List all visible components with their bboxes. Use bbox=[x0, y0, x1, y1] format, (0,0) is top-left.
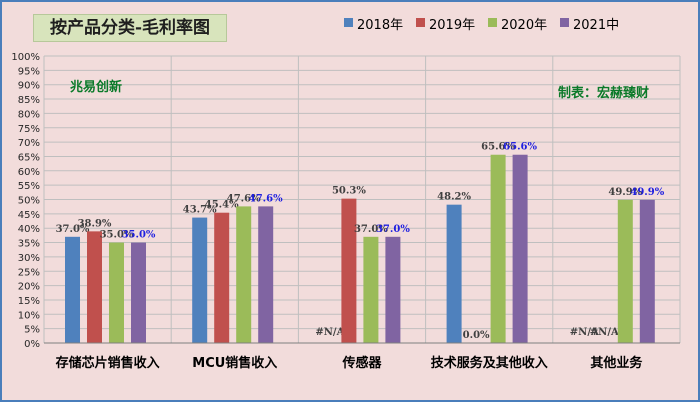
y-tick-label: 100% bbox=[11, 52, 40, 63]
bar bbox=[192, 217, 208, 343]
data-label: 50.3% bbox=[332, 186, 366, 197]
bar bbox=[446, 204, 462, 343]
x-tick-label: 其他业务 bbox=[590, 355, 643, 371]
bar bbox=[87, 231, 102, 343]
bar bbox=[341, 198, 357, 343]
y-tick-label: 35% bbox=[18, 239, 40, 250]
y-tick-label: 0% bbox=[24, 339, 40, 350]
data-label: 43.7% bbox=[183, 205, 217, 216]
data-label: #N/A bbox=[590, 327, 619, 338]
data-label: 48.2% bbox=[437, 192, 471, 203]
y-tick-label: 25% bbox=[18, 267, 40, 278]
data-label: 49.9% bbox=[608, 187, 642, 198]
y-tick-label: 55% bbox=[18, 181, 40, 192]
bar bbox=[617, 199, 633, 343]
bar bbox=[363, 236, 379, 343]
bar bbox=[131, 242, 146, 343]
y-tick-label: 20% bbox=[18, 282, 40, 293]
data-label: 65.6% bbox=[481, 142, 515, 153]
chart-title-box: 按产品分类-毛利率图 bbox=[33, 14, 227, 42]
y-tick-label: 80% bbox=[18, 109, 40, 120]
bar bbox=[639, 199, 655, 343]
bar bbox=[490, 154, 506, 343]
data-label: 47.6% bbox=[249, 193, 283, 204]
data-label: #N/A bbox=[570, 327, 599, 338]
bar bbox=[109, 242, 124, 343]
bar bbox=[236, 206, 252, 343]
legend-label-2019: 2019年 bbox=[429, 18, 476, 33]
y-tick-label: 90% bbox=[18, 81, 40, 92]
y-tick-label: 15% bbox=[18, 296, 40, 307]
data-label: 37.0% bbox=[376, 224, 410, 235]
bar bbox=[512, 154, 528, 343]
data-label: 35.0% bbox=[122, 230, 156, 241]
x-tick-label: 技术服务及其他收入 bbox=[431, 355, 548, 371]
data-label: 45.4% bbox=[205, 200, 239, 211]
legend-swatch-2021 bbox=[560, 18, 569, 27]
y-tick-label: 65% bbox=[18, 152, 40, 163]
y-tick-label: 10% bbox=[18, 310, 40, 321]
y-tick-label: 70% bbox=[18, 138, 40, 149]
legend-swatch-2020 bbox=[488, 18, 497, 27]
legend-swatch-2019 bbox=[416, 18, 425, 27]
data-label: 38.9% bbox=[78, 218, 112, 229]
data-label: 65.6% bbox=[503, 142, 537, 153]
y-tick-label: 45% bbox=[18, 210, 40, 221]
y-tick-label: 40% bbox=[18, 224, 40, 235]
y-tick-label: 50% bbox=[18, 196, 40, 207]
y-tick-label: 85% bbox=[18, 95, 40, 106]
y-tick-label: 5% bbox=[24, 325, 40, 336]
data-label: 47.6% bbox=[227, 193, 261, 204]
y-tick-label: 75% bbox=[18, 124, 40, 135]
bar bbox=[214, 212, 230, 343]
data-label: 37.0% bbox=[354, 224, 388, 235]
bar bbox=[258, 206, 274, 343]
y-tick-label: 95% bbox=[18, 66, 40, 77]
company-note: 兆易创新 bbox=[70, 80, 123, 95]
data-label: #N/A bbox=[315, 327, 344, 338]
x-tick-label: MCU销售收入 bbox=[192, 355, 277, 371]
legend-label-2021: 2021中 bbox=[573, 18, 620, 33]
legend-swatch-2018 bbox=[344, 18, 353, 27]
bar bbox=[385, 236, 401, 343]
chart-title: 按产品分类-毛利率图 bbox=[49, 18, 211, 38]
bar bbox=[65, 236, 80, 343]
x-tick-label: 传感器 bbox=[341, 355, 382, 371]
legend-label-2018: 2018年 bbox=[357, 18, 404, 33]
data-label: 0.0% bbox=[463, 330, 490, 341]
data-label: 49.9% bbox=[630, 187, 664, 198]
data-label: 37.0% bbox=[56, 224, 90, 235]
legend-label-2020: 2020年 bbox=[501, 18, 548, 33]
source-note: 制表：宏赫臻财 bbox=[558, 86, 650, 101]
data-label: 35.0% bbox=[100, 230, 134, 241]
y-tick-label: 30% bbox=[18, 253, 40, 264]
y-tick-label: 60% bbox=[18, 167, 40, 178]
x-tick-label: 存储芯片销售收入 bbox=[56, 355, 160, 371]
